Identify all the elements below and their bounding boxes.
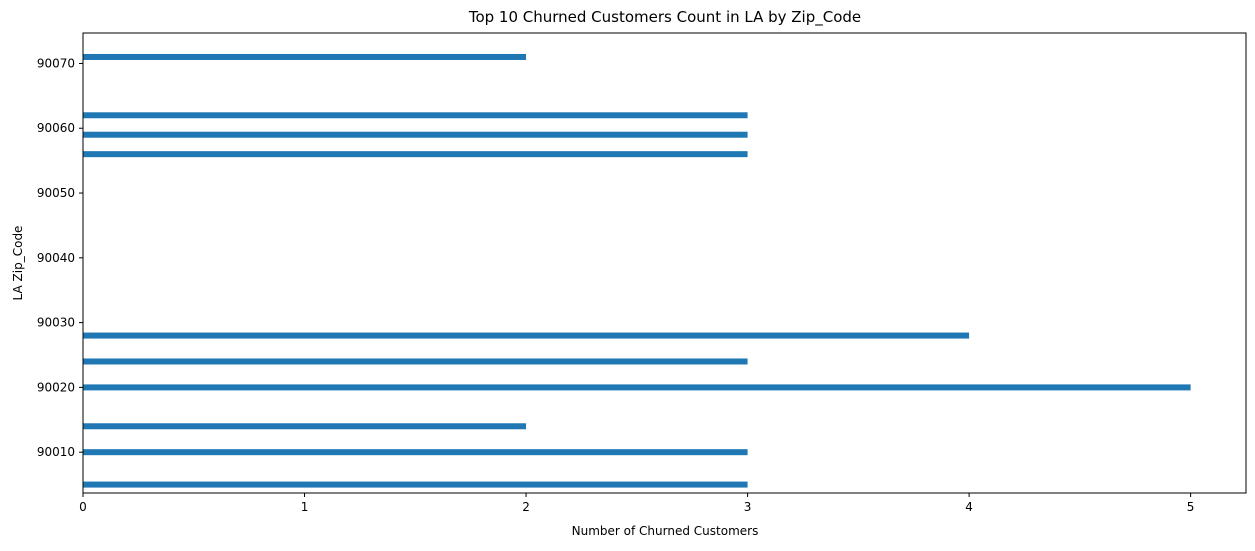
bar-90028 xyxy=(83,332,970,339)
x-tick-label: 0 xyxy=(79,500,87,514)
bar-90020 xyxy=(83,384,1191,391)
x-axis-ticks: 0 1 2 3 4 5 xyxy=(79,493,1194,514)
y-tick-label: 90050 xyxy=(37,186,75,200)
y-tick-label: 90060 xyxy=(37,121,75,135)
x-axis-label: Number of Churned Customers xyxy=(572,524,759,538)
bar-90071 xyxy=(83,53,527,60)
bar-90062 xyxy=(83,112,748,119)
y-axis-label: LA Zip_Code xyxy=(11,226,25,301)
x-tick-label: 4 xyxy=(965,500,973,514)
y-tick-label: 90040 xyxy=(37,251,75,265)
bar-90024 xyxy=(83,358,748,365)
y-tick-label: 90010 xyxy=(37,445,75,459)
x-tick-label: 2 xyxy=(522,500,530,514)
bars-layer xyxy=(83,53,1191,488)
y-tick-label: 90070 xyxy=(37,56,75,70)
bar-90010 xyxy=(83,449,748,456)
x-tick-label: 1 xyxy=(301,500,309,514)
y-tick-label: 90020 xyxy=(37,380,75,394)
bar-90056 xyxy=(83,151,748,158)
x-tick-label: 3 xyxy=(744,500,752,514)
bar-90059 xyxy=(83,131,748,138)
y-tick-label: 90030 xyxy=(37,316,75,330)
x-tick-label: 5 xyxy=(1187,500,1195,514)
y-axis-ticks: 90010 90020 90030 90040 90050 90060 90070 xyxy=(37,56,83,459)
chart-title: Top 10 Churned Customers Count in LA by … xyxy=(468,8,861,27)
plot-frame xyxy=(82,32,1247,494)
bar-90014 xyxy=(83,423,527,430)
bar-90005 xyxy=(83,481,748,488)
